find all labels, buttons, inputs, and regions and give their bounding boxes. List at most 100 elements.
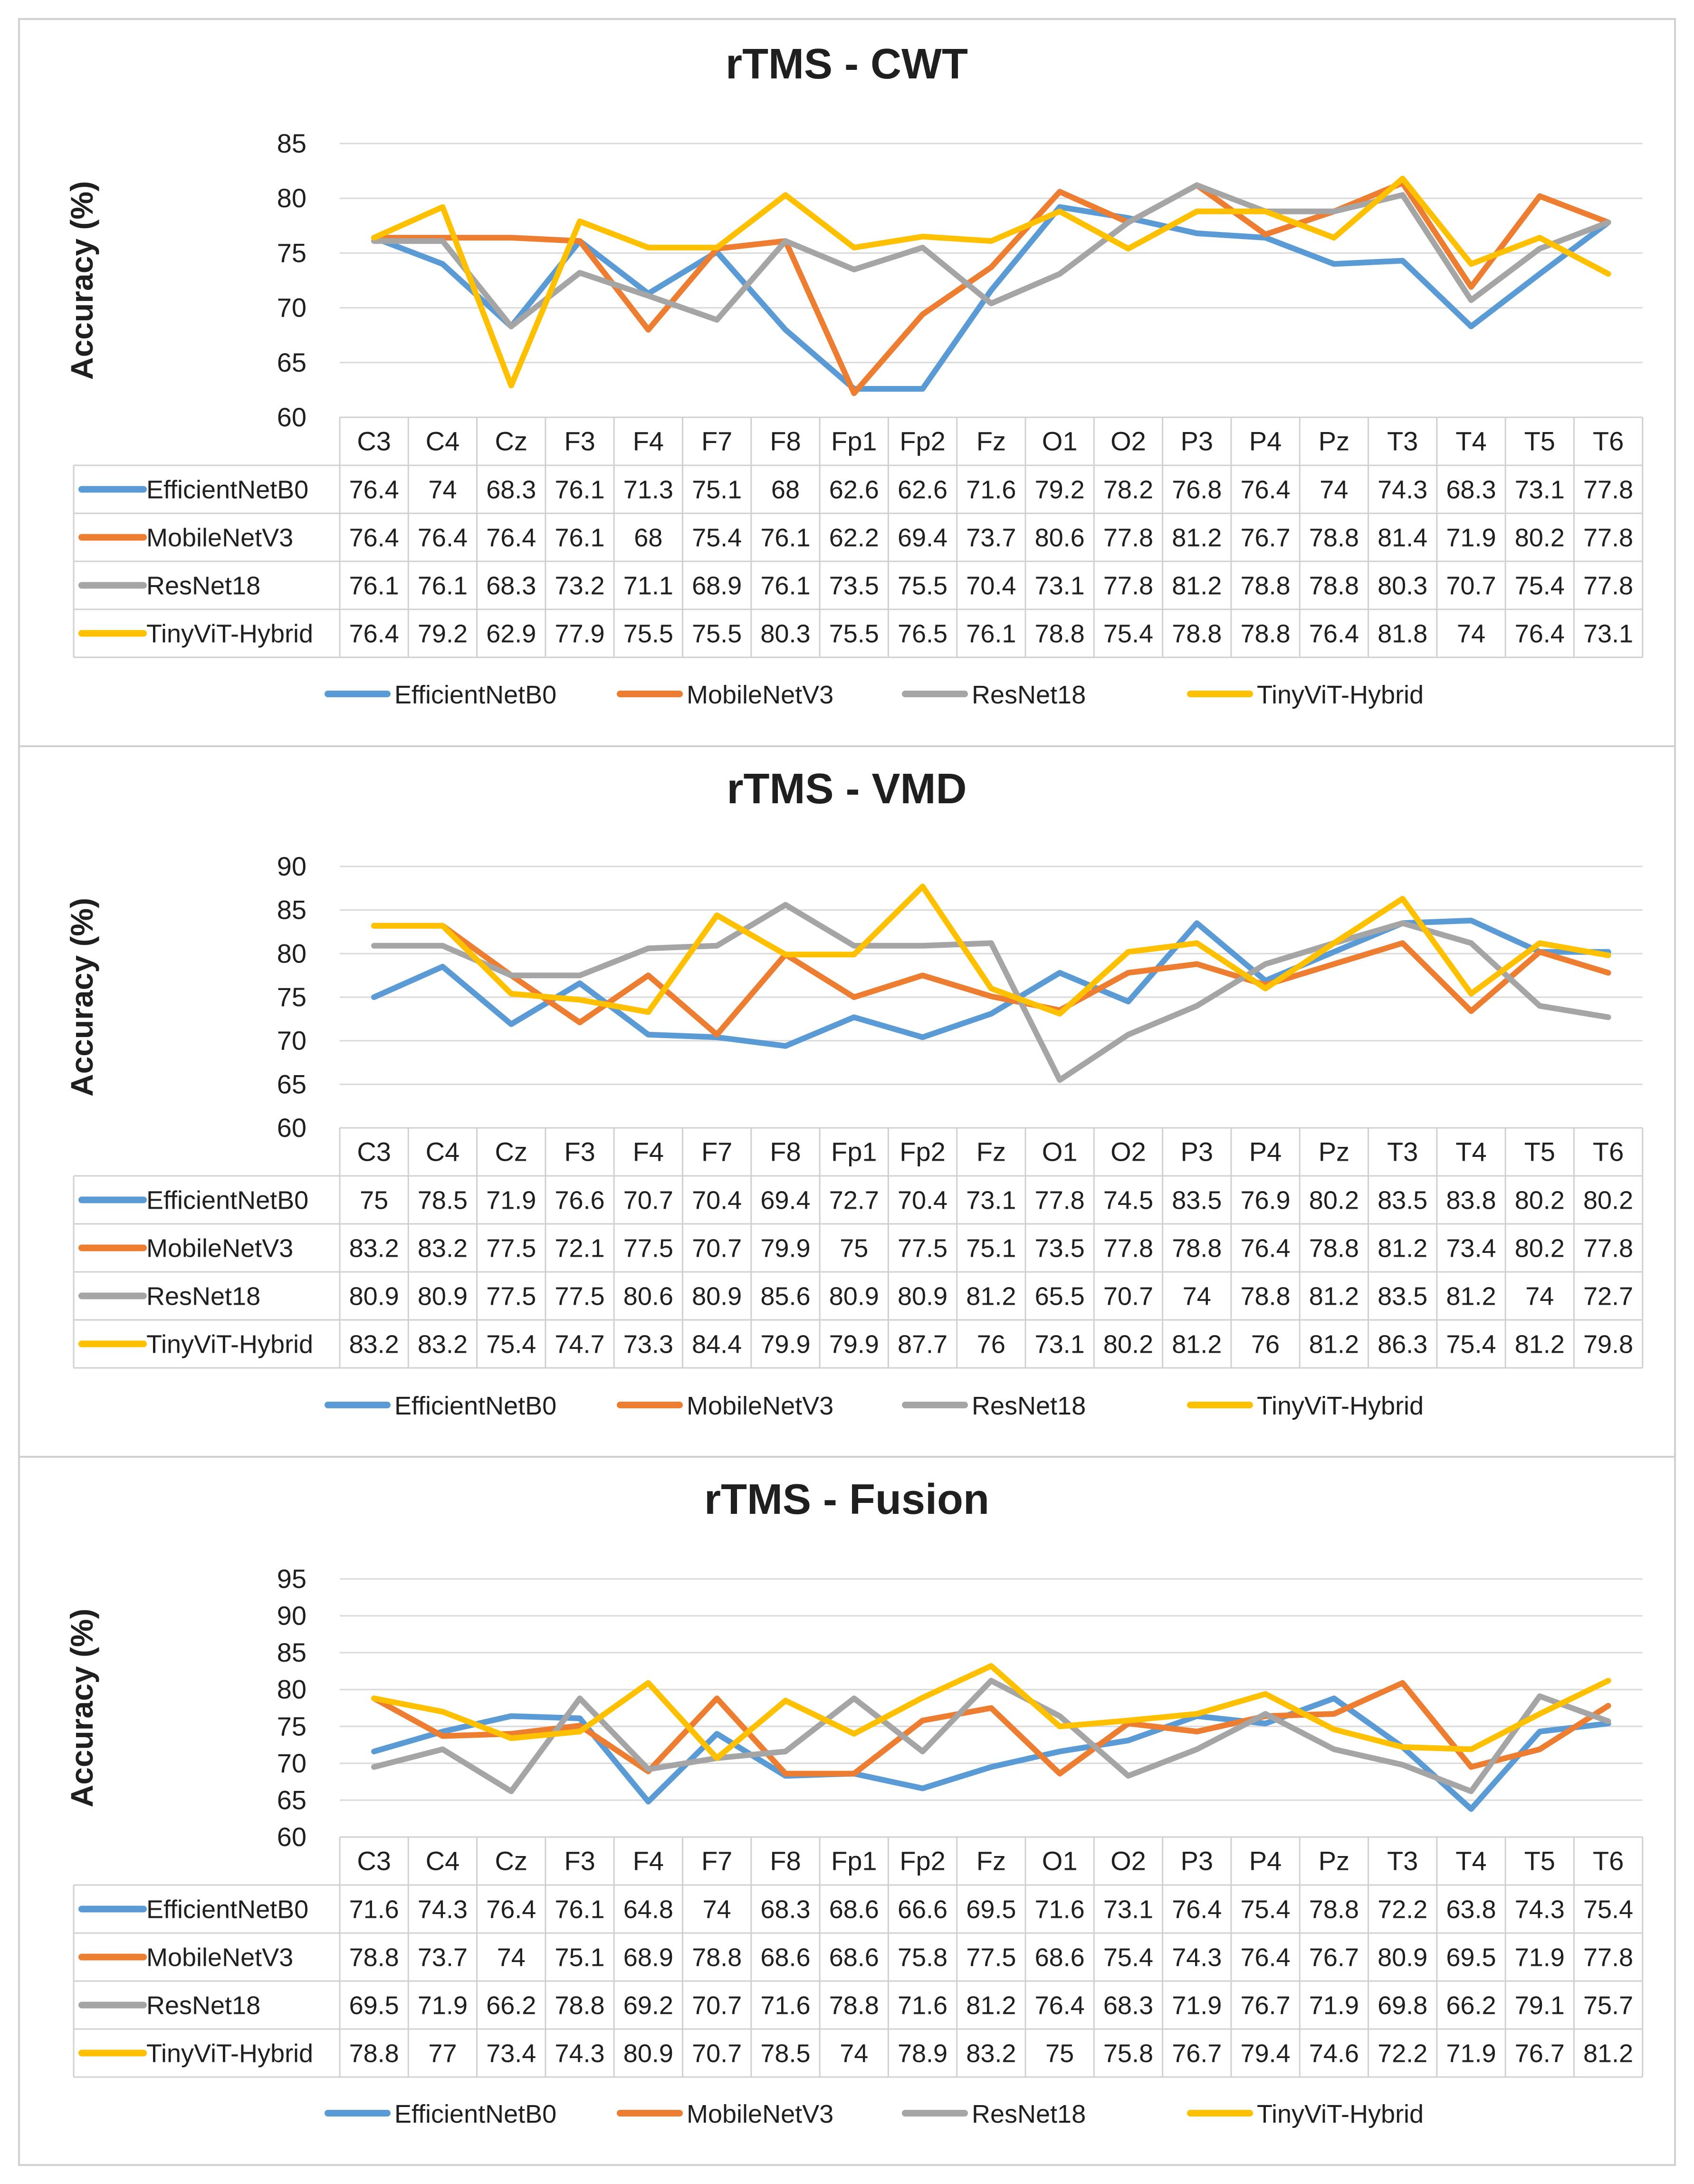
table-series-label: EfficientNetB0: [146, 476, 308, 504]
table-cell: 76.4: [486, 524, 536, 552]
table-cell: 81.4: [1378, 524, 1427, 552]
table-cell: 70.4: [966, 572, 1016, 600]
table-cell: 75.5: [898, 572, 947, 600]
x-tick-label: C3: [357, 426, 391, 456]
x-tick-label: F4: [633, 426, 664, 456]
table-cell: 78.8: [1240, 620, 1290, 648]
table-cell: 71.9: [1172, 1992, 1222, 2020]
table-cell: 86.3: [1378, 1330, 1427, 1359]
table-cell: 76.5: [898, 620, 947, 648]
table-cell: 70.7: [692, 1992, 742, 2020]
table-cell: 76.1: [760, 524, 810, 552]
series-line-mobilenetv3: [371, 1680, 1611, 1777]
table-cell: 77.8: [1583, 1234, 1633, 1263]
table-series-label: TinyViT-Hybrid: [146, 1330, 313, 1359]
table-cell: 62.6: [898, 476, 947, 504]
table-cell: 71.9: [486, 1186, 536, 1215]
table-cell: 70.7: [623, 1186, 673, 1215]
table-cell: 80.9: [418, 1282, 468, 1311]
table-cell: 87.7: [898, 1330, 947, 1359]
x-tick-label: C3: [357, 1846, 391, 1876]
table-cell: 84.4: [692, 1330, 742, 1359]
table-cell: 71.6: [898, 1992, 947, 2020]
y-tick-label: 65: [277, 347, 306, 377]
x-tick-label: Pz: [1319, 1137, 1349, 1167]
series-line-mobilenetv3: [371, 923, 1611, 1038]
table-cell: 80.2: [1515, 1186, 1565, 1215]
table-cell: 68: [634, 524, 662, 552]
table-cell: 77.5: [898, 1234, 947, 1263]
table-cell: 74.3: [1378, 476, 1427, 504]
legend-label: EfficientNetB0: [394, 1392, 556, 1420]
table-cell: 75: [1045, 2040, 1074, 2068]
y-tick-label: 75: [277, 238, 306, 268]
table-series-label: MobileNetV3: [146, 1943, 293, 1972]
table-cell: 75.4: [1103, 620, 1153, 648]
x-tick-label: P4: [1249, 1137, 1282, 1167]
table-cell: 76.7: [1240, 1992, 1290, 2020]
x-tick-label: Cz: [495, 1846, 527, 1876]
table-cell: 68.3: [486, 572, 536, 600]
table-cell: 77.8: [1035, 1186, 1085, 1215]
x-tick-label: F7: [701, 426, 732, 456]
y-tick-label: 75: [277, 1711, 306, 1741]
x-tick-label: Fp2: [900, 426, 946, 456]
table-cell: 81.2: [1446, 1282, 1496, 1311]
table-cell: 75.4: [692, 524, 742, 552]
x-tick-label: T3: [1387, 426, 1418, 456]
x-tick-label: Fp2: [900, 1846, 946, 1876]
table-cell: 77.8: [1103, 572, 1153, 600]
table-cell: 79.2: [1035, 476, 1085, 504]
table-cell: 76.1: [349, 572, 399, 600]
legend-label: ResNet18: [972, 1392, 1086, 1420]
y-tick-label: 70: [277, 293, 306, 323]
legend-label: MobileNetV3: [687, 681, 833, 709]
table-cell: 78.8: [1035, 620, 1085, 648]
x-tick-label: P3: [1181, 1846, 1214, 1876]
x-tick-label: F4: [633, 1846, 664, 1876]
table-cell: 77.5: [486, 1234, 536, 1263]
table-cell: 83.2: [966, 2040, 1016, 2068]
x-tick-label: C4: [426, 1846, 460, 1876]
table-cell: 76.7: [1515, 2040, 1565, 2068]
table-cell: 79.1: [1515, 1992, 1565, 2020]
table-cell: 78.5: [760, 2040, 810, 2068]
table-cell: 77.5: [623, 1234, 673, 1263]
x-tick-label: F4: [633, 1137, 664, 1167]
y-tick-label: 70: [277, 1026, 306, 1056]
table-cell: 83.2: [418, 1330, 468, 1359]
x-tick-label: O1: [1042, 1846, 1078, 1876]
table-cell: 75.4: [1583, 1895, 1633, 1924]
table-cell: 74: [703, 1895, 731, 1924]
table-cell: 77.8: [1583, 572, 1633, 600]
table-cell: 78.8: [555, 1992, 604, 2020]
table-cell: 77: [428, 2040, 457, 2068]
y-tick-label: 95: [277, 1564, 306, 1594]
x-tick-label: Fz: [976, 426, 1006, 456]
legend-label: EfficientNetB0: [394, 2100, 556, 2128]
table-cell: 64.8: [623, 1895, 673, 1924]
table-cell: 76: [1251, 1330, 1280, 1359]
table-cell: 78.8: [1309, 1895, 1359, 1924]
table-cell: 68.6: [829, 1895, 879, 1924]
table-cell: 72.2: [1378, 1895, 1427, 1924]
table-cell: 71.6: [1035, 1895, 1085, 1924]
chart-title: rTMS - Fusion: [704, 1476, 989, 1523]
table-cell: 77.8: [1103, 524, 1153, 552]
table-cell: 76.1: [966, 620, 1016, 648]
table-cell: 75.4: [1515, 572, 1565, 600]
table-cell: 81.2: [1172, 1330, 1222, 1359]
table-cell: 75.4: [1103, 1943, 1153, 1972]
series-line-tinyvit-hybrid: [371, 175, 1611, 389]
series-line-resnet18: [371, 182, 1611, 329]
table-cell: 76.7: [1240, 524, 1290, 552]
x-tick-label: F3: [564, 1846, 595, 1876]
table-cell: 78.8: [1172, 1234, 1222, 1263]
chart-panel-rtms-vmd: rTMS - VMD Accuracy (%) 60 65 70 75 80 85 90 C3 C4…: [19, 745, 1675, 1420]
x-tick-label: Fp2: [900, 1137, 946, 1167]
legend-label: MobileNetV3: [687, 2100, 833, 2128]
table-cell: 81.2: [1172, 572, 1222, 600]
table-cell: 74: [1320, 476, 1348, 504]
table-cell: 73.1: [1583, 620, 1633, 648]
